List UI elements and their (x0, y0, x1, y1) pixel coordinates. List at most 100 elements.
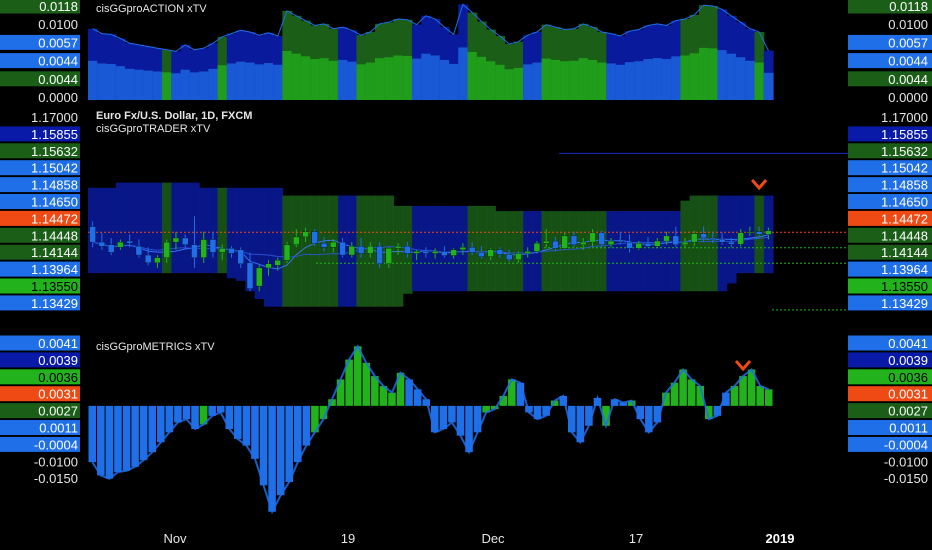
candle-body (348, 246, 355, 256)
metrics-bar (550, 400, 559, 406)
right-axis-label-bg (848, 160, 932, 176)
candle-body (469, 247, 476, 253)
metrics-bar (311, 405, 319, 433)
metrics-bar (131, 405, 139, 467)
left-axis-label: -0.0004 (34, 437, 78, 452)
action-column-inner (254, 64, 265, 100)
trader-band (615, 211, 626, 292)
trader-band (698, 195, 709, 292)
right-axis-label-bg (848, 53, 932, 69)
action-column-inner (569, 60, 580, 100)
metrics-bar (645, 405, 653, 433)
metrics-bar (294, 405, 302, 463)
action-column-inner (115, 66, 126, 100)
trader-band (171, 182, 182, 274)
time-axis-label: 2019 (766, 531, 795, 546)
right-axis-label: 0.0118 (889, 0, 928, 14)
action-column-inner (578, 58, 589, 100)
left-axis-label: 1.13429 (31, 296, 78, 311)
action-column-inner (476, 56, 487, 100)
right-axis-label: 1.17000 (881, 110, 928, 125)
trader-band (708, 195, 719, 292)
metrics-bar (97, 405, 105, 476)
trader-band (152, 182, 163, 274)
metrics-bar (413, 389, 422, 406)
right-axis-label: 0.0036 (888, 370, 928, 385)
action-column-inner (754, 62, 765, 100)
candle-body (709, 237, 716, 240)
action-column-inner (550, 59, 561, 100)
metrics-signal-arrow (734, 360, 752, 372)
action-column-inner (615, 64, 626, 100)
action-column-inner (587, 59, 598, 100)
right-axis-label: 0.0044 (888, 54, 928, 69)
right-axis-label: 0.0039 (888, 353, 928, 368)
right-axis-label: 1.13964 (881, 262, 928, 277)
left-axis-label: 1.13964 (31, 262, 78, 277)
action-column-inner (347, 61, 358, 100)
action-column-inner (606, 63, 617, 100)
metrics-bar (114, 405, 122, 473)
trader-band (310, 195, 321, 307)
trader-pane-title: cisGGproTRADER xTV (96, 123, 211, 135)
metrics-bar (242, 405, 251, 446)
candle-body (265, 263, 272, 269)
trader-band (273, 187, 283, 307)
candle-body (135, 246, 143, 256)
right-axis-label-bg (848, 436, 932, 452)
time-axis-label: 19 (341, 531, 355, 546)
trader-band (97, 187, 108, 274)
action-pane (88, 3, 774, 101)
action-column-inner (745, 60, 756, 100)
action-column-inner (467, 51, 478, 100)
left-axis-label-bg (0, 420, 80, 435)
trader-band (393, 205, 404, 307)
metrics-bar (276, 405, 285, 496)
action-column-inner (291, 53, 302, 100)
right-axis-label: 0.0031 (888, 387, 928, 402)
candle-body (209, 239, 217, 253)
right-axis-label-bg (848, 369, 932, 385)
left-axis-label-bg (0, 295, 80, 311)
left-axis-label: 1.17000 (31, 110, 78, 125)
candle-body (330, 241, 337, 248)
trader-band (143, 182, 154, 274)
action-column-inner (245, 62, 256, 100)
metrics-bar (730, 386, 739, 406)
candle-body (404, 246, 411, 254)
action-column-inner (458, 47, 469, 100)
metrics-bar (619, 402, 627, 406)
left-axis-label: 1.15632 (31, 144, 78, 159)
action-column-inner (374, 58, 385, 100)
metrics-bar (105, 405, 114, 479)
candle-body (543, 240, 550, 244)
action-column-inner (88, 60, 98, 100)
metrics-bar (268, 405, 276, 512)
action-column-inner (671, 56, 682, 100)
metrics-bar (696, 386, 704, 406)
metrics-bar (234, 405, 242, 439)
metrics-bar (319, 405, 328, 420)
trader-band (671, 211, 682, 292)
action-column-inner (495, 64, 506, 100)
left-axis-label: 0.0027 (38, 404, 78, 419)
metrics-bar (516, 382, 525, 406)
right-axis-label-bg (848, 227, 932, 243)
candle-body (228, 248, 235, 254)
action-column-inner (698, 47, 709, 100)
left-axis-label-bg (0, 71, 80, 87)
axis-labels: 0.0118 0.0118 0.0100 0.0100 0.0057 0.0057 0.00… (0, 0, 932, 105)
metrics-pane (88, 344, 773, 515)
candle-body (691, 233, 698, 243)
candle-body (663, 235, 670, 242)
metrics-bar (157, 405, 165, 443)
trader-band (254, 187, 265, 299)
action-column-inner (393, 55, 404, 100)
metrics-bar (662, 392, 670, 406)
candle-body (644, 242, 652, 247)
action-column-inner (449, 63, 459, 100)
candle-body (108, 244, 115, 253)
candle-body (580, 241, 587, 245)
action-column-inner (199, 71, 209, 100)
